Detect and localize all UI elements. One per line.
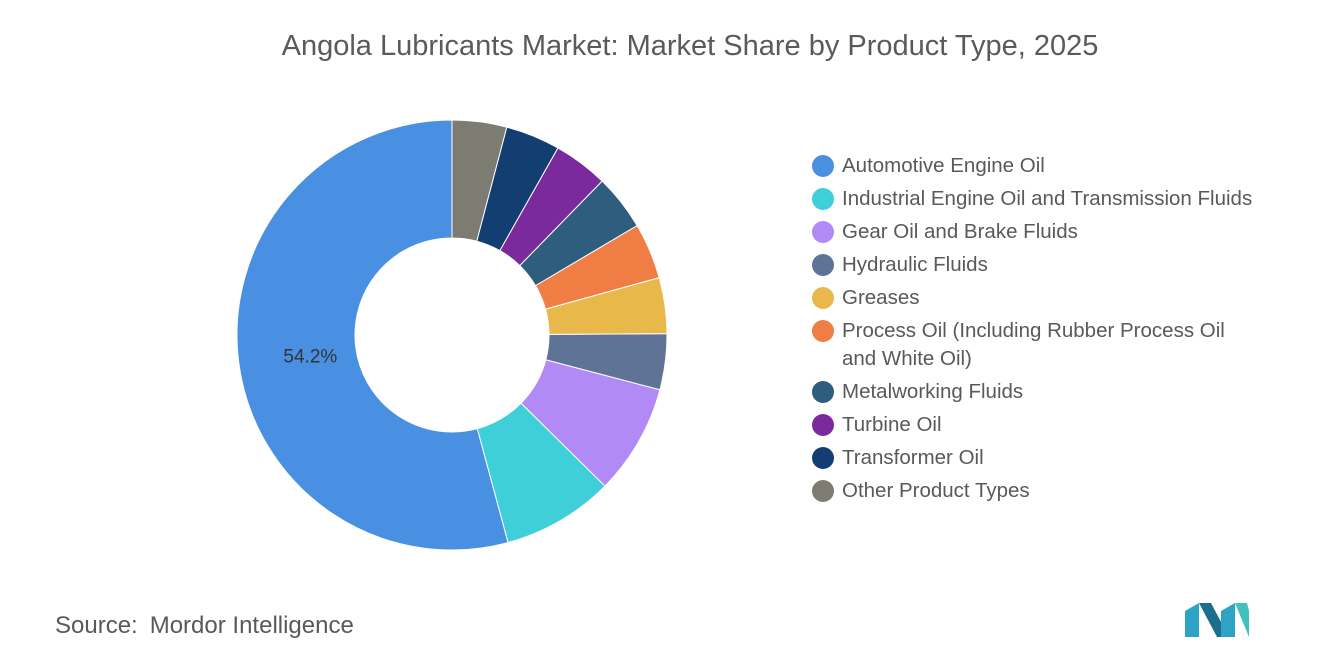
legend-label: Transformer Oil — [842, 446, 984, 469]
legend-swatch — [812, 480, 834, 502]
legend-item: Hydraulic Fluids — [812, 251, 1262, 279]
legend-item: Automotive Engine Oil — [812, 152, 1262, 180]
chart-title: Angola Lubricants Market: Market Share b… — [281, 30, 1099, 62]
legend: Automotive Engine Oil Industrial Engine O… — [812, 152, 1262, 510]
legend-label: Turbine Oil — [842, 413, 942, 436]
legend-swatch — [812, 320, 834, 342]
legend-swatch — [812, 381, 834, 403]
legend-swatch — [812, 188, 834, 210]
legend-label: Other Product Types — [842, 479, 1030, 502]
legend-label: Automotive Engine Oil — [842, 154, 1045, 177]
legend-label: Greases — [842, 286, 920, 309]
legend-label: Gear Oil and Brake Fluids — [842, 220, 1078, 243]
logo — [1185, 603, 1249, 637]
legend-swatch — [812, 221, 834, 243]
legend-item: Transformer Oil — [812, 444, 1262, 472]
source-name: Mordor Intelligence — [149, 612, 354, 639]
legend-item: Other Product Types — [812, 477, 1262, 505]
legend-swatch — [812, 287, 834, 309]
legend-item: Greases — [812, 284, 1262, 312]
legend-swatch — [812, 447, 834, 469]
legend-item: Industrial Engine Oil and Transmission F… — [812, 185, 1262, 213]
legend-label: Metalworking Fluids — [842, 380, 1024, 403]
slice — [236, 119, 509, 551]
legend-item: Gear Oil and Brake Fluids — [812, 218, 1262, 246]
data-label: 54.2% — [283, 347, 337, 368]
legend-label: Hydraulic Fluids — [842, 253, 988, 276]
legend-swatch — [812, 414, 834, 436]
legend-item: Process Oil (Including Rubber Process Oi… — [812, 317, 1262, 373]
legend-swatch — [812, 254, 834, 276]
legend-item: Metalworking Fluids — [812, 378, 1262, 406]
source: Source: Mordor Intelligence — [55, 612, 354, 640]
slice — [451, 119, 508, 242]
legend-label: Industrial Engine Oil and Transmission F… — [842, 187, 1253, 210]
legend-label: Process Oil (Including Rubber Process Oi… — [842, 319, 1225, 370]
legend-item: Turbine Oil — [812, 411, 1262, 439]
source-label: Source: — [55, 612, 138, 639]
legend-swatch — [812, 155, 834, 177]
